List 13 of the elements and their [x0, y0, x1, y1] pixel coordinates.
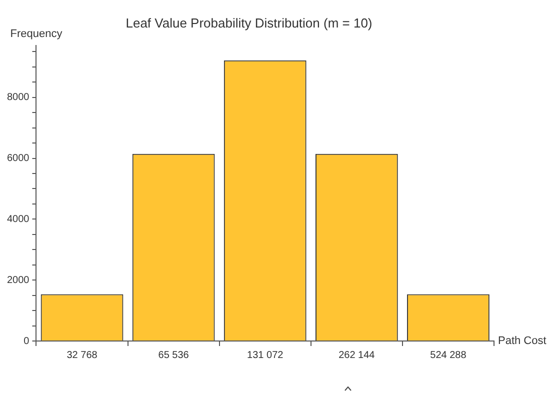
y-tick-label: 8000	[6, 92, 30, 104]
x-tick-label: 32 768	[66, 350, 98, 361]
x-axis-title: Path Cost	[498, 335, 546, 348]
y-tick-label: 2000	[6, 274, 30, 286]
y-tick-label: 4000	[6, 214, 30, 225]
y-tick-label: 6000	[6, 153, 30, 164]
y-tick-label: 0	[24, 336, 30, 347]
x-tick-label: 131 072	[247, 350, 284, 361]
x-tick-label: 65 536	[158, 350, 190, 361]
x-tick-label: 262 144	[338, 350, 376, 361]
y-axis-title: Frequency	[10, 28, 63, 40]
chart-title: Leaf Value Probability Distribution (m = 10)	[126, 15, 372, 30]
x-tick-label: 524 288	[430, 350, 467, 361]
